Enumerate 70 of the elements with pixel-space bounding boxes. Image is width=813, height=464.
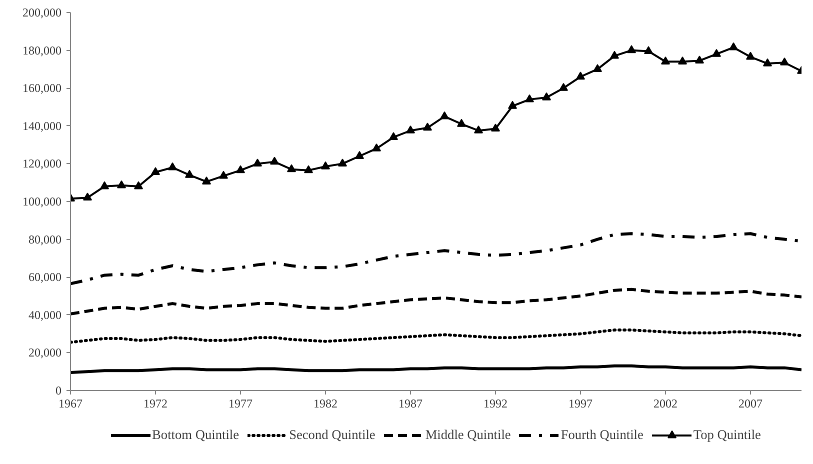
point xyxy=(151,167,160,176)
point xyxy=(746,52,755,60)
line-series xyxy=(70,288,802,316)
x-tick-label: 2002 xyxy=(654,396,678,410)
line-series xyxy=(70,364,802,374)
y-tick-label: 100,000 xyxy=(22,194,62,208)
point xyxy=(83,192,92,201)
x-tick-label: 1987 xyxy=(398,396,422,410)
point xyxy=(593,64,602,72)
point xyxy=(253,158,262,167)
point xyxy=(304,165,313,174)
point xyxy=(627,45,636,54)
point xyxy=(100,181,109,190)
y-tick-label: 140,000 xyxy=(22,118,62,133)
point xyxy=(576,72,585,80)
y-tick-label: 180,000 xyxy=(22,43,62,58)
legend-label: Middle Quintile xyxy=(425,427,511,443)
point xyxy=(134,181,143,190)
point xyxy=(270,156,279,165)
y-tick-label: 200,000 xyxy=(22,6,62,20)
point xyxy=(644,46,653,54)
point xyxy=(542,92,551,100)
y-tick-label: 40,000 xyxy=(28,308,62,322)
line-series xyxy=(70,328,802,344)
point xyxy=(712,48,721,57)
point xyxy=(287,164,296,172)
point xyxy=(491,124,500,132)
point xyxy=(729,42,738,50)
y-tick-label: 60,000 xyxy=(28,270,62,284)
point xyxy=(355,151,364,159)
y-tick-label: 20,000 xyxy=(28,346,62,360)
point xyxy=(219,170,228,179)
x-tick-label: 1977 xyxy=(228,396,252,410)
point xyxy=(423,122,432,131)
x-tick-label: 1992 xyxy=(484,396,508,410)
legend-label: Fourth Quintile xyxy=(560,427,644,443)
point xyxy=(117,180,126,188)
point xyxy=(406,126,415,134)
point xyxy=(457,118,466,127)
y-tick-label: 120,000 xyxy=(22,156,62,171)
point xyxy=(321,161,330,170)
point xyxy=(780,57,789,66)
y-tick-label: 160,000 xyxy=(22,81,62,96)
point xyxy=(389,132,398,140)
point xyxy=(763,58,772,66)
x-tick-label: 1997 xyxy=(568,396,592,410)
point xyxy=(678,56,687,64)
point xyxy=(338,158,347,167)
legend-label: Top Quintile xyxy=(693,427,761,443)
point xyxy=(474,126,483,134)
y-tick-label: 0 xyxy=(56,384,62,398)
point xyxy=(372,143,381,152)
point xyxy=(525,94,534,102)
legend-label: Second Quintile xyxy=(289,427,376,443)
x-tick-label: 1972 xyxy=(144,396,168,410)
y-tick-label: 80,000 xyxy=(28,232,62,246)
point xyxy=(202,176,211,184)
x-tick-label: 1967 xyxy=(58,396,82,410)
x-tick-label: 2007 xyxy=(738,396,762,410)
point xyxy=(695,56,704,64)
point xyxy=(236,165,245,174)
point xyxy=(508,100,517,109)
point xyxy=(661,56,670,64)
point xyxy=(559,82,568,91)
point xyxy=(610,50,619,59)
point xyxy=(168,162,177,170)
x-tick-label: 1982 xyxy=(314,396,338,410)
legend-label: Bottom Quintile xyxy=(152,427,240,443)
point xyxy=(440,111,449,120)
point xyxy=(185,170,194,178)
